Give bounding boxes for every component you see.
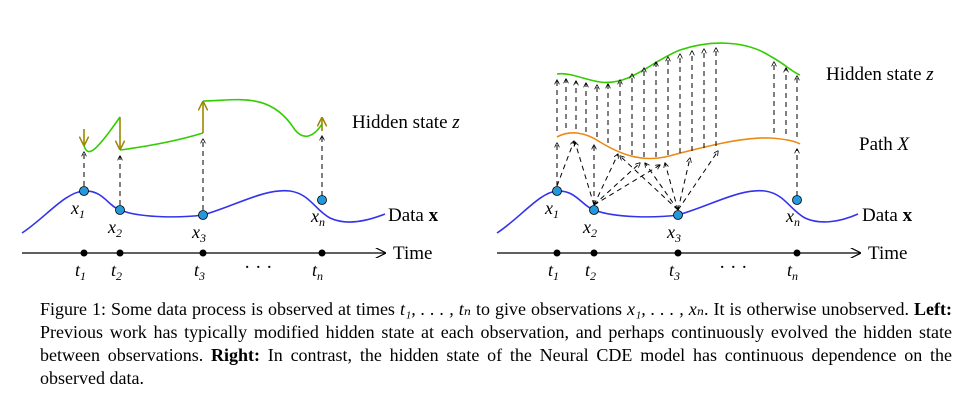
right-hidden-curve xyxy=(556,42,801,84)
left-hidden-segment-3 xyxy=(202,98,323,138)
figure-caption: Figure 1: Some data process is observed … xyxy=(40,298,952,390)
left-obs-label-4: xn xyxy=(310,206,325,229)
right-path-label: Path X xyxy=(859,134,911,155)
right-panel: x1 x2 x3 xn t1 t2 t3 tn · · · Hidden sta… xyxy=(496,42,934,283)
right-path-curve xyxy=(556,132,801,160)
left-time-label-4: tn xyxy=(312,260,323,283)
caption-obs-seq: x₁, . . . , xₙ xyxy=(627,299,705,319)
left-time-ticks xyxy=(80,249,326,257)
left-data-label: Data x xyxy=(388,205,439,226)
left-time-label-2: t2 xyxy=(111,260,122,283)
left-hidden-segment-1 xyxy=(83,116,121,153)
right-data-to-path-links xyxy=(557,141,797,211)
caption-mid: to give observations xyxy=(471,299,627,319)
left-hidden-segment-2 xyxy=(119,132,204,151)
right-time-ticks xyxy=(553,249,801,257)
left-observation-links xyxy=(84,136,322,210)
right-time-label-4: tn xyxy=(787,260,798,283)
caption-left-bold: Left: xyxy=(914,299,952,319)
right-obs-label-3: x3 xyxy=(666,222,681,245)
left-ellipsis: · · · xyxy=(244,257,272,278)
right-data-label: Data x xyxy=(862,205,913,226)
right-hidden-label: Hidden state z xyxy=(826,64,934,85)
left-time-label-1: t1 xyxy=(75,260,86,283)
right-time-label-3: t3 xyxy=(669,260,680,283)
right-path-to-hidden-links xyxy=(557,48,797,157)
right-obs-label-2: x2 xyxy=(582,217,597,240)
left-obs-label-2: x2 xyxy=(107,217,122,240)
left-time-label-3: t3 xyxy=(194,260,205,283)
left-obs-label-3: x3 xyxy=(191,222,206,245)
right-time-label-1: t1 xyxy=(548,260,559,283)
left-panel: x1 x2 x3 xn t1 t2 t3 tn · · · Hidden sta… xyxy=(21,98,460,283)
right-ellipsis: · · · xyxy=(719,257,747,278)
caption-right-bold: Right: xyxy=(211,345,261,365)
caption-after: . It is otherwise unobserved. xyxy=(704,299,915,319)
right-obs-label-4: xn xyxy=(785,206,800,229)
caption-prefix: Figure 1: Some data process is observed … xyxy=(40,299,400,319)
left-obs-label-1: x1 xyxy=(70,198,85,221)
caption-right-text: In contrast, the hidden state of the Neu… xyxy=(40,345,952,388)
right-time-label-2: t2 xyxy=(585,260,596,283)
figure-diagram: x1 x2 x3 xn t1 t2 t3 tn · · · Hidden sta… xyxy=(21,42,934,283)
caption-left-text: Previous work has typically modified hid… xyxy=(40,322,952,365)
right-time-label: Time xyxy=(868,243,907,264)
left-observation-points xyxy=(79,186,327,220)
right-obs-label-1: x1 xyxy=(544,198,559,221)
left-hidden-label: Hidden state z xyxy=(352,112,460,133)
left-time-label: Time xyxy=(393,243,432,264)
caption-times-seq: t₁, . . . , tₙ xyxy=(399,299,472,319)
right-observation-points xyxy=(552,186,802,220)
